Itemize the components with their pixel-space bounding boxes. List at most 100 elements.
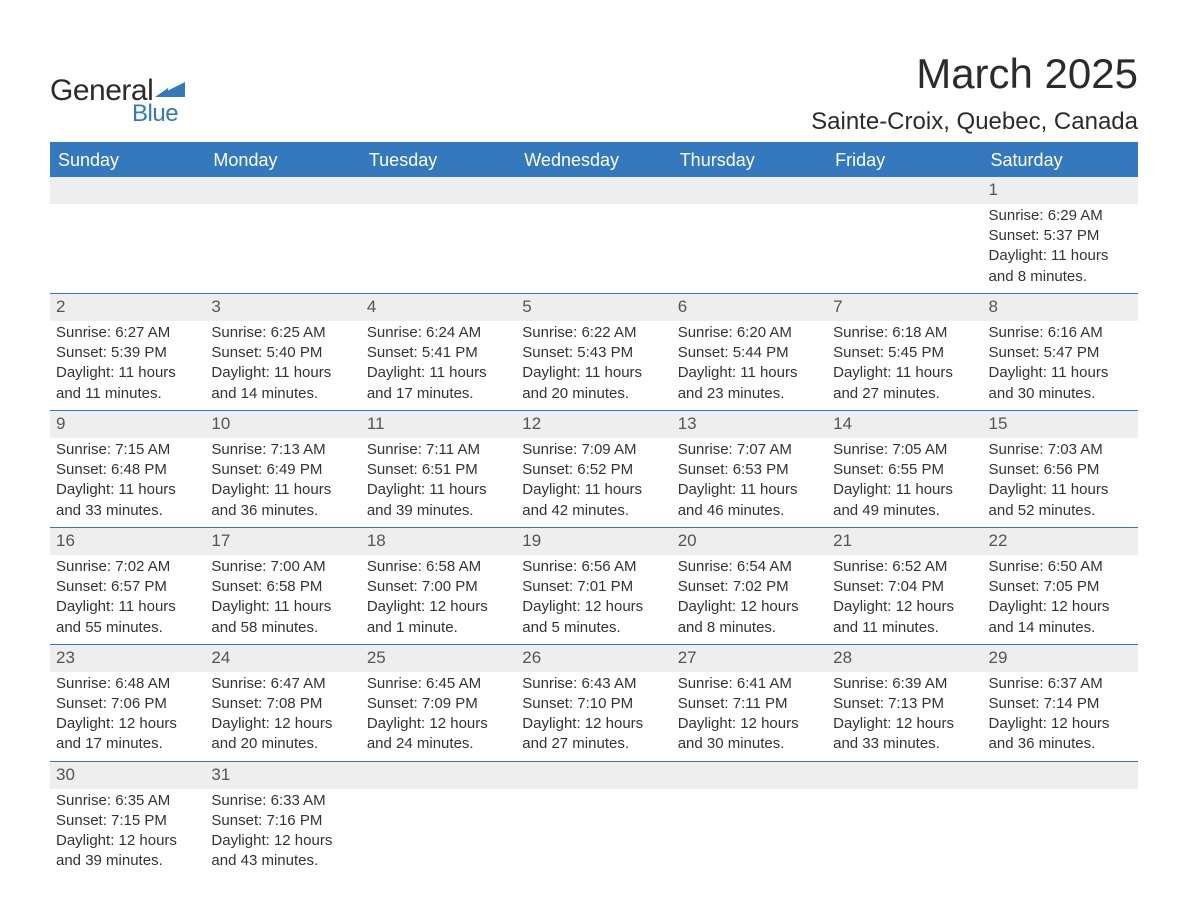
day-number: 13 — [672, 410, 827, 437]
sunrise-text: Sunrise: 7:11 AM — [367, 440, 510, 460]
sunset-text: Sunset: 7:00 PM — [367, 577, 510, 597]
daylight-text-line1: Daylight: 12 hours — [367, 597, 510, 617]
empty-day-cell — [50, 204, 205, 294]
daylight-text-line2: and 55 minutes. — [56, 618, 199, 638]
daylight-text-line2: and 43 minutes. — [211, 851, 354, 871]
sunrise-text: Sunrise: 6:56 AM — [522, 557, 665, 577]
daylight-text-line1: Daylight: 11 hours — [989, 363, 1132, 383]
daylight-text-line1: Daylight: 11 hours — [367, 363, 510, 383]
daylight-text-line1: Daylight: 11 hours — [56, 363, 199, 383]
day-number-row: 23242526272829 — [50, 644, 1138, 671]
day-cell: Sunrise: 6:48 AMSunset: 7:06 PMDaylight:… — [50, 672, 205, 762]
day-number: 26 — [516, 644, 671, 671]
daylight-text-line1: Daylight: 12 hours — [211, 831, 354, 851]
sunset-text: Sunset: 7:16 PM — [211, 811, 354, 831]
daylight-text-line1: Daylight: 11 hours — [522, 363, 665, 383]
daylight-text-line1: Daylight: 12 hours — [989, 597, 1132, 617]
daylight-text-line2: and 27 minutes. — [522, 734, 665, 754]
sunrise-text: Sunrise: 6:27 AM — [56, 323, 199, 343]
day-cell: Sunrise: 7:02 AMSunset: 6:57 PMDaylight:… — [50, 555, 205, 645]
daylight-text-line1: Daylight: 11 hours — [211, 363, 354, 383]
day-number: 10 — [205, 410, 360, 437]
daylight-text-line1: Daylight: 12 hours — [56, 831, 199, 851]
daylight-text-line1: Daylight: 12 hours — [56, 714, 199, 734]
sunset-text: Sunset: 5:39 PM — [56, 343, 199, 363]
daylight-text-line1: Daylight: 12 hours — [522, 597, 665, 617]
sunrise-text: Sunrise: 6:50 AM — [989, 557, 1132, 577]
day-number: 30 — [50, 761, 205, 788]
header: General Blue March 2025 Sainte-Croix, Qu… — [50, 50, 1138, 136]
sunset-text: Sunset: 7:05 PM — [989, 577, 1132, 597]
day-number: 29 — [983, 644, 1138, 671]
day-cell: Sunrise: 6:25 AMSunset: 5:40 PMDaylight:… — [205, 321, 360, 411]
daylight-text-line1: Daylight: 12 hours — [678, 714, 821, 734]
logo-word-blue: Blue — [132, 100, 185, 128]
sunrise-text: Sunrise: 6:16 AM — [989, 323, 1132, 343]
day-cell: Sunrise: 7:09 AMSunset: 6:52 PMDaylight:… — [516, 438, 671, 528]
sunset-text: Sunset: 5:45 PM — [833, 343, 976, 363]
logo-triangle-icon — [155, 77, 185, 102]
daylight-text-line1: Daylight: 12 hours — [989, 714, 1132, 734]
sunset-text: Sunset: 7:10 PM — [522, 694, 665, 714]
sunset-text: Sunset: 7:06 PM — [56, 694, 199, 714]
day-number: 17 — [205, 527, 360, 554]
weekday-header: Sunday — [50, 143, 205, 177]
daylight-text-line2: and 33 minutes. — [833, 734, 976, 754]
day-number: 23 — [50, 644, 205, 671]
day-cell: Sunrise: 6:45 AMSunset: 7:09 PMDaylight:… — [361, 672, 516, 762]
day-number: 19 — [516, 527, 671, 554]
daylight-text-line2: and 20 minutes. — [522, 384, 665, 404]
weekday-header: Thursday — [672, 143, 827, 177]
empty-day-number — [672, 761, 827, 788]
empty-day-cell — [205, 204, 360, 294]
sunset-text: Sunset: 7:01 PM — [522, 577, 665, 597]
day-number: 2 — [50, 293, 205, 320]
daylight-text-line2: and 27 minutes. — [833, 384, 976, 404]
empty-day-number — [516, 177, 671, 204]
daylight-text-line2: and 46 minutes. — [678, 501, 821, 521]
day-content-row: Sunrise: 6:35 AMSunset: 7:15 PMDaylight:… — [50, 789, 1138, 878]
daylight-text-line2: and 5 minutes. — [522, 618, 665, 638]
weekday-header: Saturday — [983, 143, 1138, 177]
sunset-text: Sunset: 6:52 PM — [522, 460, 665, 480]
sunrise-text: Sunrise: 7:13 AM — [211, 440, 354, 460]
empty-day-number — [983, 761, 1138, 788]
sunset-text: Sunset: 5:44 PM — [678, 343, 821, 363]
day-cell: Sunrise: 6:33 AMSunset: 7:16 PMDaylight:… — [205, 789, 360, 878]
month-title: March 2025 — [811, 50, 1138, 98]
daylight-text-line2: and 11 minutes. — [833, 618, 976, 638]
daylight-text-line1: Daylight: 11 hours — [678, 363, 821, 383]
empty-day-number — [361, 177, 516, 204]
sunset-text: Sunset: 7:13 PM — [833, 694, 976, 714]
sunrise-text: Sunrise: 7:15 AM — [56, 440, 199, 460]
day-cell: Sunrise: 6:24 AMSunset: 5:41 PMDaylight:… — [361, 321, 516, 411]
day-number: 16 — [50, 527, 205, 554]
empty-day-cell — [672, 204, 827, 294]
day-cell: Sunrise: 6:35 AMSunset: 7:15 PMDaylight:… — [50, 789, 205, 878]
sunset-text: Sunset: 7:04 PM — [833, 577, 976, 597]
sunset-text: Sunset: 7:14 PM — [989, 694, 1132, 714]
day-cell: Sunrise: 6:52 AMSunset: 7:04 PMDaylight:… — [827, 555, 982, 645]
weekday-header: Friday — [827, 143, 982, 177]
daylight-text-line2: and 1 minute. — [367, 618, 510, 638]
empty-day-cell — [361, 789, 516, 878]
sunrise-text: Sunrise: 6:33 AM — [211, 791, 354, 811]
sunset-text: Sunset: 6:49 PM — [211, 460, 354, 480]
sunset-text: Sunset: 7:09 PM — [367, 694, 510, 714]
day-number-row: 2345678 — [50, 293, 1138, 320]
daylight-text-line1: Daylight: 11 hours — [56, 480, 199, 500]
empty-day-cell — [983, 789, 1138, 878]
daylight-text-line2: and 30 minutes. — [678, 734, 821, 754]
sunrise-text: Sunrise: 6:45 AM — [367, 674, 510, 694]
day-number: 21 — [827, 527, 982, 554]
weekday-header: Tuesday — [361, 143, 516, 177]
day-cell: Sunrise: 6:29 AMSunset: 5:37 PMDaylight:… — [983, 204, 1138, 294]
daylight-text-line1: Daylight: 11 hours — [211, 597, 354, 617]
daylight-text-line2: and 20 minutes. — [211, 734, 354, 754]
sunset-text: Sunset: 6:58 PM — [211, 577, 354, 597]
sunrise-text: Sunrise: 7:05 AM — [833, 440, 976, 460]
sunrise-text: Sunrise: 6:35 AM — [56, 791, 199, 811]
daylight-text-line1: Daylight: 12 hours — [833, 597, 976, 617]
sunset-text: Sunset: 5:37 PM — [989, 226, 1132, 246]
daylight-text-line1: Daylight: 11 hours — [833, 480, 976, 500]
